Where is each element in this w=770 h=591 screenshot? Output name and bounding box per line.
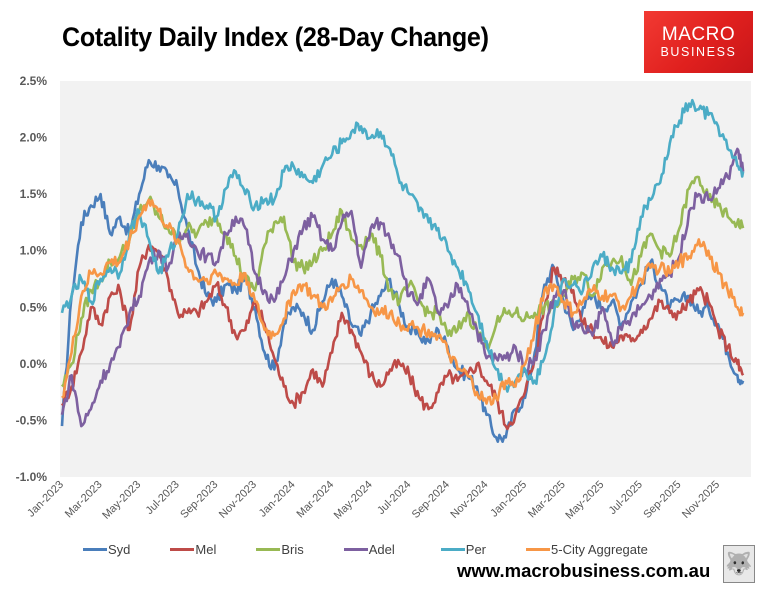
logo-line-1: MACRO	[661, 23, 736, 45]
legend-label: Per	[465, 541, 487, 557]
y-tick-label: 2.5%	[20, 74, 48, 88]
series-lines	[60, 98, 745, 443]
legend-label: Bris	[281, 541, 304, 557]
macrobusiness-logo: MACRO BUSINESS	[644, 11, 753, 73]
x-tick-label: Sep-2024	[410, 479, 452, 521]
legend-item-mel: Mel	[170, 541, 216, 557]
x-tick-label: Mar-2024	[294, 479, 336, 521]
x-tick-label: Jul-2025	[607, 479, 645, 517]
legend-item-syd: Syd	[83, 541, 130, 557]
x-tick-label: Mar-2023	[63, 479, 105, 521]
legend-swatch	[526, 547, 551, 551]
x-tick-label: Nov-2023	[217, 479, 259, 521]
series-line-mel	[60, 243, 745, 431]
legend-label: Adel	[368, 541, 395, 557]
x-tick-label: May-2024	[332, 479, 375, 522]
x-tick-label: Jan-2025	[488, 479, 529, 520]
x-tick-label: Mar-2025	[526, 479, 568, 521]
legend-swatch	[256, 547, 281, 551]
y-tick-label: -1.0%	[16, 470, 48, 484]
logo-line-2: BUSINESS	[660, 44, 737, 59]
legend-label: Syd	[108, 541, 131, 557]
legend-swatch	[343, 547, 368, 551]
x-tick-label: Nov-2024	[448, 479, 490, 521]
legend-item-per: Per	[440, 541, 487, 557]
y-tick-label: 0.0%	[20, 357, 48, 371]
x-tick-label: Jan-2024	[257, 479, 298, 520]
legend-swatch	[170, 547, 195, 551]
legend-item-adel: Adel	[343, 541, 395, 557]
y-tick-label: -0.5%	[16, 413, 48, 427]
x-tick-label: May-2023	[100, 479, 143, 522]
series-line-5-city-aggregate	[61, 198, 745, 406]
legend-swatch	[440, 547, 465, 551]
y-tick-label: 2.0%	[20, 131, 48, 145]
legend-label: 5-City Aggregate	[551, 541, 648, 557]
y-axis: 2.5% 2.0% 1.5% 1.0% 0.5% 0.0% -0.5% -1.0%	[16, 74, 48, 484]
series-line-per	[60, 98, 745, 393]
y-tick-label: 0.5%	[20, 300, 48, 314]
x-tick-label: Jan-2023	[25, 479, 66, 520]
legend-item-5-city-aggregate: 5-City Aggregate	[526, 541, 648, 557]
website-url: www.macrobusiness.com.au	[457, 560, 711, 581]
x-tick-label: Jul-2024	[375, 479, 413, 517]
legend-item-bris: Bris	[256, 541, 304, 557]
chart-title: Cotality Daily Index (28-Day Change)	[62, 22, 489, 52]
wolf-mascot-icon: 🐺	[723, 545, 755, 583]
x-tick-label: Sep-2025	[641, 479, 683, 521]
x-tick-label: May-2025	[563, 479, 606, 522]
series-line-syd	[60, 158, 745, 443]
x-tick-label: Sep-2023	[178, 479, 220, 521]
chart-legend: Syd Mel Bris Adel Per 5-City Aggregate	[83, 541, 648, 557]
legend-swatch	[83, 547, 107, 551]
y-tick-label: 1.5%	[20, 187, 48, 201]
legend-label: Mel	[195, 541, 217, 557]
y-tick-label: 1.0%	[20, 244, 48, 258]
x-tick-label: Nov-2025	[680, 479, 722, 521]
x-tick-label: Jul-2023	[144, 479, 182, 517]
